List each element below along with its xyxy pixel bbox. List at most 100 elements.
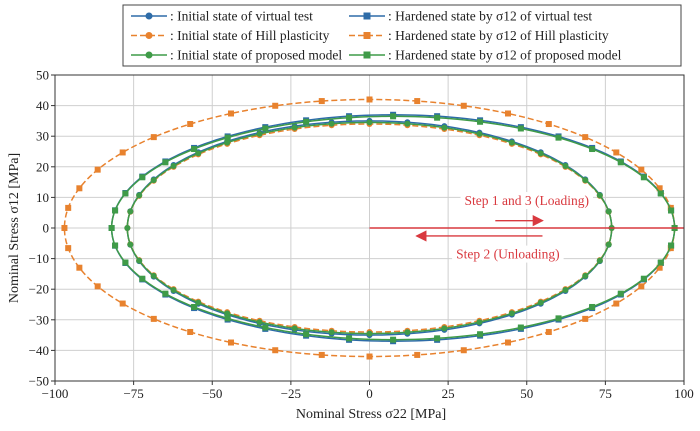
legend-swatch-marker (145, 32, 153, 39)
series-point (108, 225, 115, 231)
series-point (477, 331, 484, 338)
legend: : Initial state of virtual test: Initial… (122, 4, 682, 67)
unloading-label-bg (452, 245, 564, 263)
x-tick-label: 50 (520, 386, 533, 401)
series-point (537, 299, 544, 306)
series-point (318, 351, 325, 358)
series-point (291, 124, 298, 131)
x-tick-label: −100 (42, 386, 69, 401)
series-point (191, 303, 198, 310)
legend-label: : Hardened state by σ12 of proposed mode… (388, 48, 622, 63)
x-tick-label: 75 (599, 386, 612, 401)
series-point (150, 134, 157, 141)
series-point (124, 225, 131, 231)
series-point (668, 242, 675, 249)
series-point (414, 351, 421, 358)
series-point (613, 149, 620, 156)
series-point (262, 125, 269, 132)
series-point (112, 207, 119, 214)
legend-label: : Hardened state by σ12 of virtual test (388, 9, 592, 24)
series-point (668, 207, 675, 214)
x-tick-label: 0 (366, 386, 373, 401)
series-line (63, 98, 676, 358)
series-point (617, 290, 624, 297)
series-point (656, 264, 663, 271)
series-point (404, 329, 411, 336)
series-point (460, 102, 467, 109)
x-tick-label: −25 (281, 386, 301, 401)
series-point (414, 98, 421, 105)
series-point (119, 149, 126, 156)
series-point (366, 96, 373, 103)
series-point (434, 335, 441, 342)
y-tick-label: 50 (36, 68, 49, 83)
y-tick-label: 10 (36, 190, 49, 205)
series-point (262, 324, 269, 331)
series-point (589, 303, 596, 310)
unloading-label: Step 2 (Unloading) (456, 247, 560, 262)
series-point (562, 162, 569, 169)
series-point (112, 242, 119, 249)
y-tick-label: −40 (29, 343, 49, 358)
series-point (318, 98, 325, 105)
x-tick-label: −50 (202, 386, 222, 401)
series-point (638, 283, 645, 290)
series-point (441, 124, 448, 131)
series-point (517, 324, 524, 331)
series-point (605, 208, 612, 215)
series-point (76, 185, 83, 192)
series-point (657, 190, 664, 197)
y-axis-label: Nominal Stress σ12 [MPa] (7, 153, 22, 303)
series-point (508, 310, 515, 317)
series-point (404, 120, 411, 127)
legend-swatch-marker (145, 51, 153, 59)
legend-swatch-marker (363, 51, 371, 59)
series-point (150, 177, 157, 184)
series-point (139, 174, 146, 181)
series-point (346, 114, 353, 121)
series-point (162, 159, 169, 166)
legend-label: : Initial state of Hill plasticity (170, 28, 330, 43)
series-point (545, 328, 552, 335)
series-point (170, 287, 177, 294)
x-axis-label: Nominal Stress σ22 [MPa] (296, 407, 446, 422)
series-point (272, 102, 279, 109)
series-point (256, 130, 263, 137)
series-point (303, 118, 310, 125)
series-point (596, 192, 603, 199)
series-point (170, 162, 177, 169)
series-point (136, 257, 143, 264)
series-point (504, 339, 511, 346)
series-point (187, 121, 194, 128)
series-point (390, 113, 397, 120)
series-point (346, 335, 353, 342)
series-point (460, 347, 467, 354)
series-point (582, 315, 589, 322)
series-point (61, 225, 68, 231)
series-point (508, 139, 515, 146)
series-point (562, 287, 569, 294)
series-point (224, 139, 231, 146)
x-tick-label: 100 (674, 386, 694, 401)
series-point (366, 119, 373, 126)
series-point (555, 315, 562, 322)
series-point (122, 259, 129, 266)
series-point (366, 330, 373, 337)
series-point (272, 347, 279, 354)
series-point (476, 130, 483, 137)
series-point (617, 159, 624, 166)
series-point (94, 166, 101, 173)
series-point (119, 300, 126, 307)
series-point (640, 174, 647, 181)
series-point (656, 185, 663, 192)
series-point (537, 150, 544, 157)
series-point (76, 264, 83, 271)
series-point (640, 275, 647, 282)
series-point (434, 114, 441, 121)
series-point (517, 125, 524, 132)
series-point (65, 245, 72, 252)
series-point (638, 166, 645, 173)
series-point (504, 110, 511, 117)
